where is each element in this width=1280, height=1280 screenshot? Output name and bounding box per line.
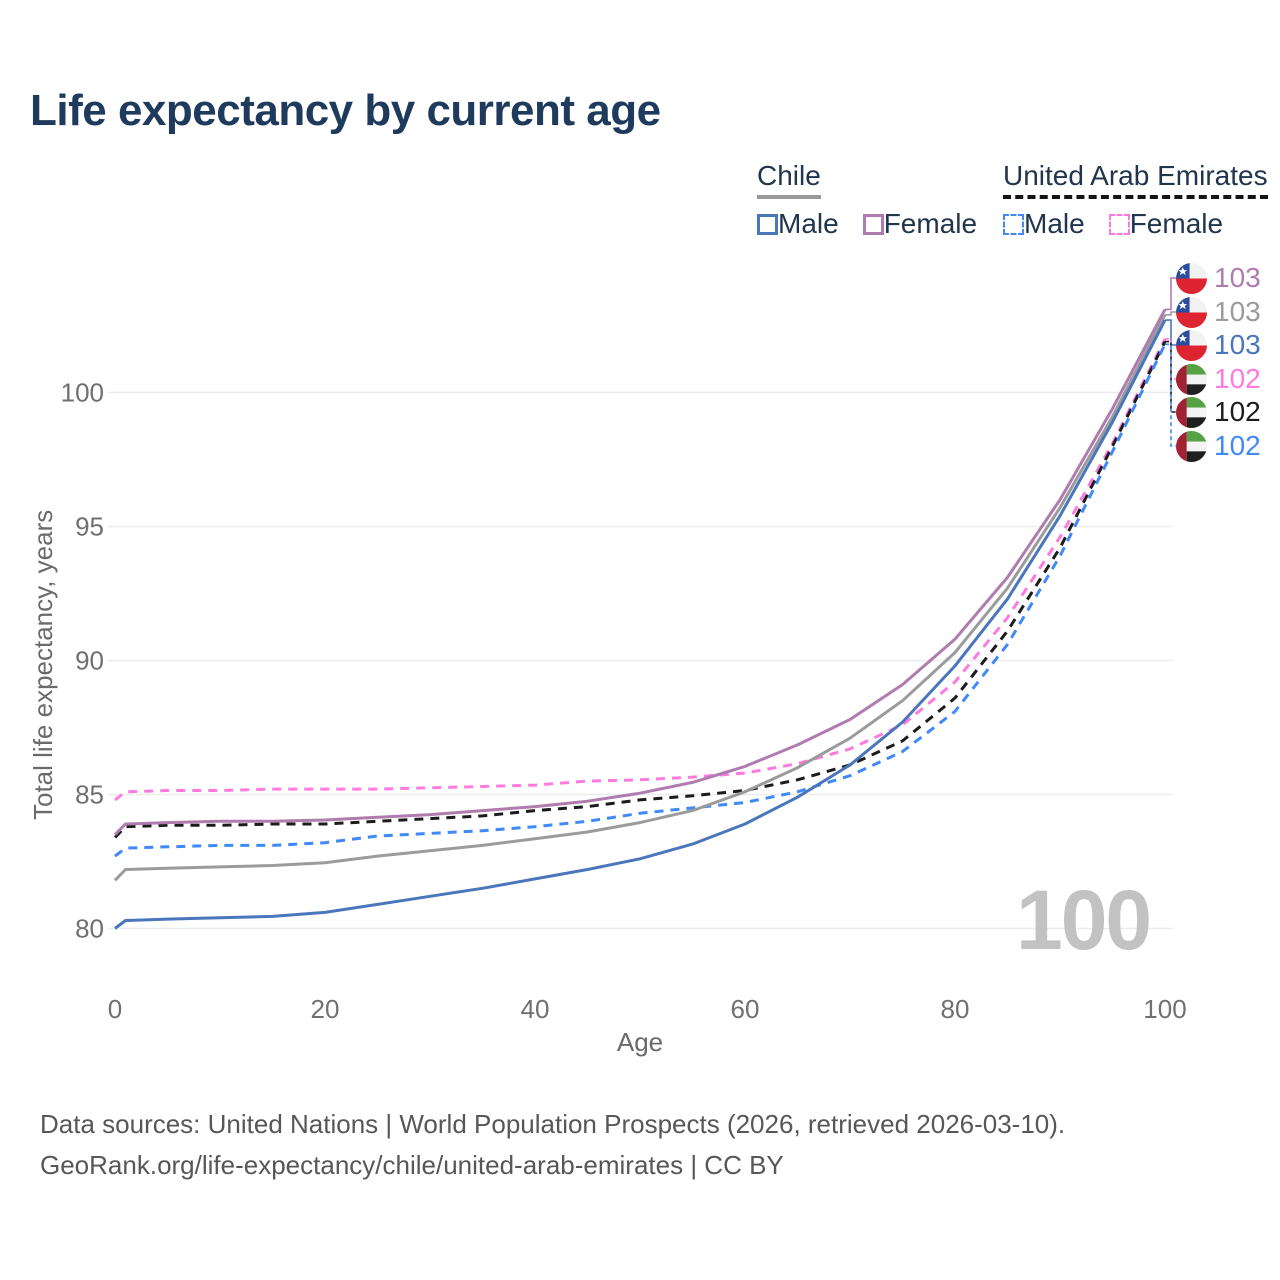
legend-swatch-chile-male[interactable]	[757, 213, 778, 235]
legend-label-chile-male[interactable]: Male	[778, 208, 839, 239]
legend-label-uae-male[interactable]: Male	[1024, 208, 1085, 239]
end-value-label: 102	[1214, 396, 1261, 427]
legend-swatch-uae-male[interactable]	[1003, 213, 1024, 235]
series-line-chile_female[interactable]	[113, 308, 1167, 836]
legend-title-chile[interactable]: Chile	[757, 160, 821, 199]
legend-swatch-chile-female[interactable]	[862, 213, 884, 235]
legend-swatch-uae-female[interactable]	[1108, 213, 1130, 235]
end-value-label: 102	[1214, 430, 1261, 461]
series-line-chile_male[interactable]	[114, 319, 1167, 930]
series-end-label-chile-female[interactable]: 103	[1176, 262, 1261, 294]
x-tick-label: 100	[1143, 994, 1186, 1024]
uae-flag-icon	[1176, 363, 1207, 395]
age-indicator-watermark: 100	[1016, 873, 1152, 967]
footer-data-sources: Data sources: United Nations | World Pop…	[40, 1109, 1066, 1139]
footer: Data sources: United Nations | World Pop…	[40, 1104, 1065, 1186]
end-value-label: 102	[1214, 363, 1261, 394]
x-tick-label: 80	[941, 994, 970, 1024]
series-line-uae_both[interactable]	[113, 340, 1167, 839]
legend-group-chile: Chile Male Female	[757, 160, 1001, 240]
series-line-uae_female[interactable]	[114, 338, 1167, 802]
uae-flag-icon	[1176, 430, 1207, 462]
y-tick-label: 80	[75, 914, 104, 944]
label-connector-chile_male	[1165, 319, 1176, 346]
x-axis-title: Age	[616, 1027, 664, 1057]
y-tick-label: 95	[75, 512, 104, 542]
x-tick-label: 60	[731, 994, 760, 1024]
label-connector-uae_both	[1165, 340, 1176, 413]
series-end-label-uae-both[interactable]: 102	[1176, 396, 1261, 428]
end-value-label: 103	[1214, 262, 1261, 293]
label-connector-uae_male	[1165, 343, 1176, 447]
line-chart: 80 85 90 95 100 0 20 40 60 80 100	[61, 277, 1187, 1024]
chile-flag-icon	[1176, 262, 1207, 294]
label-connector-uae_female	[1165, 338, 1176, 380]
series-line-uae_male[interactable]	[114, 343, 1167, 858]
page-title: Life expectancy by current age	[30, 86, 661, 135]
series-end-label-chile-both[interactable]: 103	[1176, 296, 1261, 328]
series-end-label-chile-male[interactable]: 103	[1176, 329, 1261, 361]
series-line-chile_both[interactable]	[113, 314, 1167, 882]
y-tick-label: 100	[61, 378, 104, 408]
footer-attribution[interactable]: GeoRank.org/life-expectancy/chile/united…	[40, 1150, 784, 1180]
legend-title-uae[interactable]: United Arab Emirates	[1003, 160, 1268, 199]
x-tick-label: 20	[311, 994, 340, 1024]
y-tick-label: 90	[75, 646, 104, 676]
legend-group-uae: United Arab Emirates Male Female	[1003, 160, 1268, 240]
x-tick-label: 40	[521, 994, 550, 1024]
series-end-label-uae-male[interactable]: 102	[1176, 430, 1261, 462]
label-connector-chile_both	[1165, 311, 1176, 316]
legend-label-chile-female[interactable]: Female	[883, 208, 978, 239]
x-tick-label: 0	[108, 994, 122, 1024]
label-connector-chile_female	[1165, 277, 1176, 311]
chile-flag-icon	[1176, 329, 1207, 361]
chile-flag-icon	[1176, 296, 1207, 328]
y-tick-label: 85	[75, 780, 104, 810]
end-value-label: 103	[1214, 329, 1261, 360]
uae-flag-icon	[1176, 396, 1207, 428]
legend-label-uae-female[interactable]: Female	[1129, 208, 1224, 239]
series-end-label-uae-female[interactable]: 102	[1176, 363, 1261, 395]
end-value-label: 103	[1214, 296, 1261, 327]
y-axis-title: Total life expectancy, years	[28, 509, 58, 821]
